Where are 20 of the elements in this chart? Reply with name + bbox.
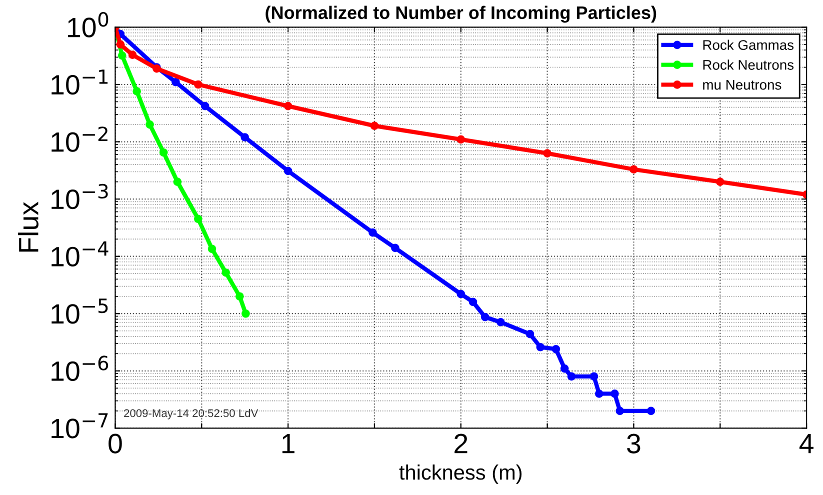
- annotation: 2009-May-14 20:52:50 LdV: [124, 408, 258, 420]
- y-tick-label: 10$^{−1}$: [52, 70, 108, 95]
- x-axis-title: thickness (m): [399, 464, 522, 484]
- legend-label: Rock Neutrons: [703, 60, 794, 70]
- y-tick-label: 10$^{0}$: [68, 12, 108, 38]
- x-tick-label: 3: [627, 434, 640, 454]
- y-tick-label: 10$^{−5}$: [52, 298, 108, 324]
- x-tick-label: 2: [454, 434, 468, 454]
- y-tick-label: 10$^{−2}$: [52, 126, 108, 152]
- x-tick-label: 0: [108, 434, 122, 454]
- x-tick-label: 1: [282, 434, 294, 454]
- y-tick-label: 10$^{−7}$: [52, 413, 108, 438]
- y-tick-label: 10$^{−4}$: [52, 241, 108, 266]
- y-axis-title: Flux: [18, 202, 38, 252]
- legend-label: Rock Gammas: [703, 40, 794, 50]
- y-tick-label: 10$^{−3}$: [52, 184, 108, 210]
- y-tick-label: 10$^{−6}$: [52, 356, 108, 382]
- x-tick-label: 4: [799, 434, 814, 454]
- chart-title: (Normalized to Number of Incoming Particles): [266, 6, 656, 23]
- legend-label: mu Neutrons: [703, 80, 782, 90]
